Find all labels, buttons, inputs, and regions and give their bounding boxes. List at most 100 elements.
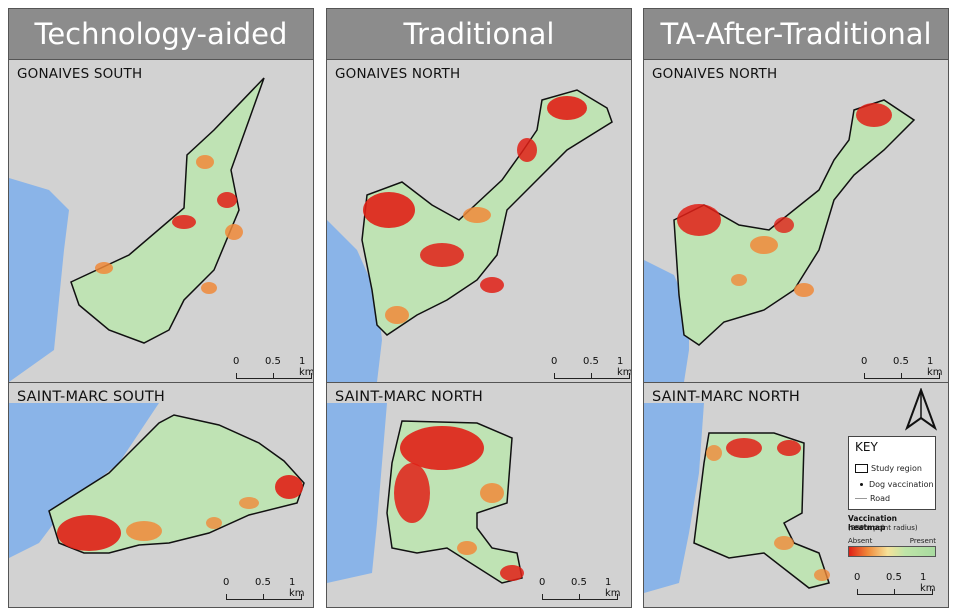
map-gonaives-south xyxy=(9,77,265,382)
sea-area xyxy=(9,403,159,558)
heat-spot xyxy=(206,517,222,529)
heat-spot xyxy=(126,521,162,541)
scale-mid-tick xyxy=(273,373,274,378)
heat-spot xyxy=(777,440,801,456)
scale-bar: 0 0.5 1 km xyxy=(221,577,311,607)
sea-area xyxy=(327,403,387,583)
scale-tick-label: 1 km xyxy=(920,572,936,594)
legend-row-road: Road xyxy=(855,494,890,503)
heatmap-subtitle: (200m point radius) xyxy=(848,524,918,532)
scale-tick-label: 0 xyxy=(551,356,558,367)
scale-bar: 0 0.5 1 km xyxy=(231,356,313,382)
heat-spot xyxy=(677,204,721,236)
scale-tick-label: 1 km xyxy=(617,356,631,378)
heat-spot xyxy=(394,463,430,523)
map-saint-marc-south xyxy=(9,403,305,558)
heat-spot xyxy=(201,282,217,294)
heat-spot xyxy=(750,236,778,254)
region-label: SAINT-MARC SOUTH xyxy=(17,389,165,405)
heat-spot xyxy=(457,541,477,555)
heat-spot xyxy=(217,192,237,208)
heat-spot xyxy=(731,274,747,286)
scale-tick-label: 1 km xyxy=(605,577,621,599)
scale-line xyxy=(226,594,302,600)
scale-tick-label: 0 xyxy=(223,577,230,588)
scale-tick-label: 0 xyxy=(861,356,868,367)
scale-tick-label: 0 xyxy=(854,572,861,583)
north-arrow-icon xyxy=(905,388,937,431)
legend-label: Road xyxy=(870,494,891,503)
heat-spot xyxy=(463,207,491,223)
heat-spot xyxy=(794,283,814,297)
heat-spot xyxy=(500,565,524,581)
sea-area xyxy=(644,403,704,593)
study-region-outline xyxy=(48,414,305,554)
column-title: Technology-aided xyxy=(9,9,313,60)
heat-spot xyxy=(95,262,113,274)
heatmap-color-ramp xyxy=(848,546,936,557)
heat-spot xyxy=(814,569,830,581)
scale-line xyxy=(542,594,618,600)
heatmap-absent-label: Absent xyxy=(848,537,873,545)
scale-tick-label: 0.5 xyxy=(265,356,281,367)
map-gonaives-north xyxy=(644,99,916,382)
scale-mid-tick xyxy=(591,373,592,378)
map-panel-gonaives-south: GONAIVES SOUTH 0 0.5 1 km xyxy=(9,60,313,383)
road-line-swatch xyxy=(855,498,867,499)
scale-tick-label: 0.5 xyxy=(886,572,902,583)
scale-line xyxy=(857,589,933,595)
scale-bar: 0 0.5 1 km xyxy=(852,572,942,602)
heat-spot xyxy=(856,103,892,127)
region-label: SAINT-MARC NORTH xyxy=(652,389,801,405)
heat-spot xyxy=(400,426,484,470)
scale-mid-tick xyxy=(894,589,895,594)
heat-spot xyxy=(420,243,464,267)
scale-tick-label: 0.5 xyxy=(893,356,909,367)
heat-spot xyxy=(480,277,504,293)
scale-line xyxy=(236,373,312,379)
map-panel-gonaives-north: GONAIVES NORTH 0 0.5 1 km xyxy=(327,60,631,383)
column-traditional: Traditional GONAIVES NORTH 0 0.5 1 km xyxy=(326,8,632,608)
heat-spot xyxy=(774,536,794,550)
map-legend: KEY Study region Dog vaccination Road Va… xyxy=(848,436,936,606)
heat-spot xyxy=(363,192,415,228)
heat-spot xyxy=(239,497,259,509)
region-label: GONAIVES NORTH xyxy=(335,66,461,82)
map-panel-saint-marc-south: SAINT-MARC SOUTH 0 0.5 1 km xyxy=(9,383,313,607)
map-gonaives-north xyxy=(327,89,613,382)
region-label: SAINT-MARC NORTH xyxy=(335,389,484,405)
heat-spot xyxy=(196,155,214,169)
heat-spot xyxy=(385,306,409,324)
heat-spot xyxy=(480,483,504,503)
heatmap-title: Vaccination heatmap xyxy=(848,514,897,532)
scale-mid-tick xyxy=(901,373,902,378)
region-label: GONAIVES NORTH xyxy=(652,66,778,82)
column-technology-aided: Technology-aided GONAIVES SOUTH 0 0.5 1 … xyxy=(8,8,314,608)
scale-bar: 0 0.5 1 km xyxy=(537,577,627,607)
scale-mid-tick xyxy=(263,594,264,599)
scale-bar: 0 0.5 1 km xyxy=(549,356,631,382)
column-title: TA-After-Traditional xyxy=(644,9,948,60)
map-saint-marc-north xyxy=(327,403,524,584)
study-region-swatch xyxy=(855,464,868,473)
column-title: Traditional xyxy=(327,9,631,60)
sea-area xyxy=(9,178,69,382)
heat-spot xyxy=(225,224,243,240)
scale-tick-label: 1 km xyxy=(289,577,305,599)
heat-spot xyxy=(517,138,537,162)
scale-mid-tick xyxy=(579,594,580,599)
scale-bar: 0 0.5 1 km xyxy=(859,356,948,382)
dot-icon xyxy=(860,483,863,486)
legend-row-dog-vaccination: Dog vaccination xyxy=(855,480,934,489)
heatmap-scale-labels: Absent Present xyxy=(848,537,936,545)
heat-spot xyxy=(57,515,121,551)
scale-line xyxy=(554,373,630,379)
scale-tick-label: 0.5 xyxy=(571,577,587,588)
map-saint-marc-north xyxy=(644,403,830,593)
heat-spot xyxy=(172,215,196,229)
scale-tick-label: 1 km xyxy=(299,356,313,378)
scale-tick-label: 0 xyxy=(233,356,240,367)
legend-label: Dog vaccination xyxy=(869,480,934,489)
heat-spot xyxy=(774,217,794,233)
scale-tick-label: 1 km xyxy=(927,356,943,378)
